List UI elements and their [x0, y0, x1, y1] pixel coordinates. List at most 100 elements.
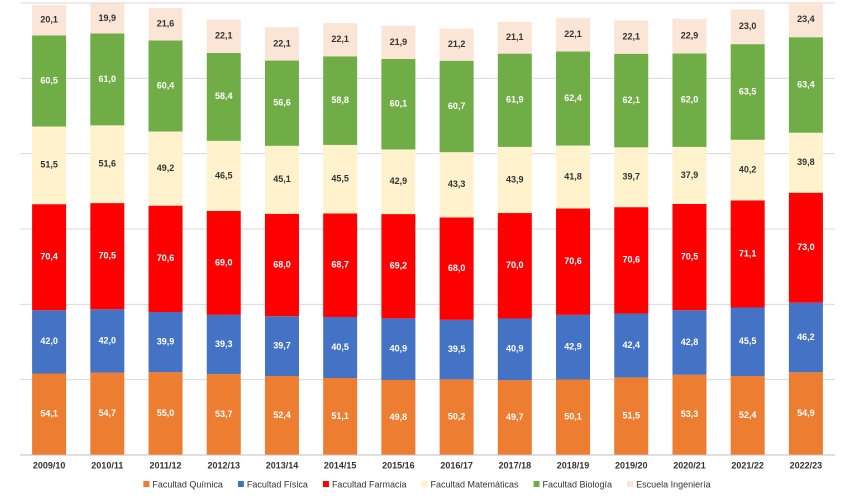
data-label: 60,5 [40, 75, 58, 85]
data-label: 60,7 [448, 101, 466, 111]
legend-label: Facultad Biología [543, 479, 613, 489]
data-label: 53,3 [681, 409, 699, 419]
bar-segment [148, 7, 183, 41]
legend-swatch [322, 481, 329, 487]
data-label: 63,4 [797, 79, 815, 89]
data-label: 39,9 [157, 336, 175, 346]
data-label: 22,1 [273, 38, 291, 48]
data-label: 42,0 [99, 335, 117, 345]
bar-segment [206, 19, 241, 53]
data-label: 37,9 [681, 170, 699, 180]
data-label: 73,0 [797, 242, 815, 252]
data-label: 51,6 [99, 159, 117, 169]
bar-segment [672, 146, 707, 204]
bar-segment [497, 318, 532, 381]
bar-segment [323, 56, 358, 145]
bar-segment [497, 213, 532, 319]
bar-segment [32, 5, 67, 36]
bar-segment [206, 314, 241, 375]
bar-segment [439, 28, 474, 61]
data-label: 39,3 [215, 339, 233, 349]
bar-segment [614, 20, 649, 54]
data-label: 20,1 [40, 15, 58, 25]
data-label: 40,9 [390, 344, 408, 354]
bar-segment [730, 44, 765, 140]
bar-segment [264, 145, 299, 214]
bar-segment [556, 314, 591, 380]
data-label: 42,8 [681, 337, 699, 347]
legend-label: Facultad Farmacia [332, 479, 407, 489]
bar-segment [381, 58, 416, 150]
data-label: 62,0 [681, 95, 699, 105]
data-label: 70,0 [506, 260, 524, 270]
bar-segment [32, 373, 67, 455]
data-label: 46,5 [215, 170, 233, 180]
data-label: 71,1 [739, 248, 757, 258]
data-label: 60,1 [390, 99, 408, 109]
bar-segment [730, 307, 765, 377]
data-label: 54,7 [99, 408, 117, 418]
bar-segment [264, 27, 299, 61]
bar-segment [381, 318, 416, 380]
bar-segment [556, 379, 591, 455]
data-label: 43,9 [506, 174, 524, 184]
bar-segment [32, 310, 67, 374]
x-tick-label: 2010/11 [91, 460, 123, 470]
bar-segment [323, 378, 358, 455]
x-tick-label: 2017/18 [499, 460, 532, 470]
data-label: 21,6 [157, 19, 175, 29]
bar-segment [788, 302, 823, 373]
bar-segment [323, 316, 358, 379]
bar-segment [323, 213, 358, 317]
bar-segment [148, 312, 183, 373]
bar-segment [730, 376, 765, 455]
bar-segment [32, 126, 67, 205]
bar-segment [497, 380, 532, 455]
data-label: 70,6 [622, 255, 640, 265]
data-label: 40,5 [331, 342, 349, 352]
bar-segment [439, 152, 474, 218]
data-label: 21,2 [448, 39, 466, 49]
x-tick-label: 2018/19 [557, 460, 590, 470]
legend-label: Facultad Física [247, 479, 308, 489]
bar-segment [788, 372, 823, 455]
bar-segment [788, 37, 823, 133]
data-label: 49,2 [157, 163, 175, 173]
bar-segment [90, 372, 125, 455]
data-label: 63,5 [739, 86, 757, 96]
data-label: 70,6 [157, 253, 175, 263]
bar-segment [614, 313, 649, 378]
bar-segment [672, 310, 707, 375]
bar-segment [672, 18, 707, 54]
data-label: 42,9 [564, 342, 582, 352]
data-label: 42,4 [622, 340, 640, 350]
x-tick-label: 2022/23 [790, 460, 823, 470]
data-label: 22,1 [564, 29, 582, 39]
bar-segment [497, 146, 532, 214]
data-label: 62,4 [564, 93, 582, 103]
bar-segment [90, 3, 125, 34]
bar-segment [323, 144, 358, 214]
data-label: 58,8 [331, 95, 349, 105]
bar-segment [206, 140, 241, 211]
x-tick-label: 2020/21 [673, 460, 706, 470]
bar-segment [264, 60, 299, 146]
data-label: 42,0 [40, 336, 58, 346]
data-label: 40,2 [739, 164, 757, 174]
data-label: 45,5 [739, 336, 757, 346]
data-label: 54,1 [40, 409, 58, 419]
data-label: 22,9 [681, 31, 699, 41]
data-label: 21,9 [390, 37, 408, 47]
data-label: 52,4 [739, 410, 757, 420]
bar-segment [672, 203, 707, 311]
bar-segment [730, 200, 765, 308]
data-label: 41,8 [564, 171, 582, 181]
bar-segment [32, 204, 67, 311]
data-label: 46,2 [797, 332, 815, 342]
data-label: 40,9 [506, 344, 524, 354]
bar-segment [264, 316, 299, 377]
data-label: 70,6 [564, 256, 582, 266]
bar-segment [90, 125, 125, 204]
x-tick-label: 2014/15 [324, 460, 357, 470]
data-label: 54,9 [797, 408, 815, 418]
